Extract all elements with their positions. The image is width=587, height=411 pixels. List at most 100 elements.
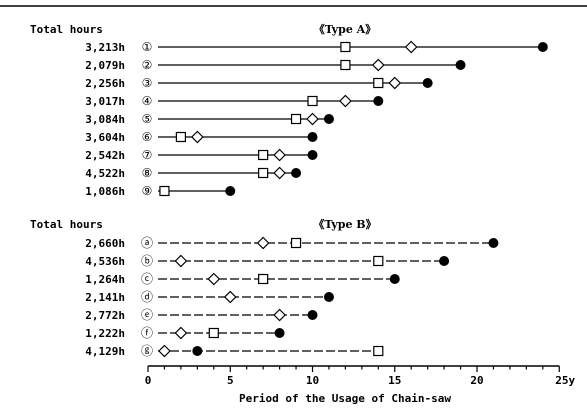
data-row: 3,213h ① <box>85 40 548 54</box>
x-tick-label: 5 <box>227 374 234 387</box>
square-marker <box>159 185 170 197</box>
square-marker <box>290 237 302 249</box>
data-row: 2,772h ⓔ <box>85 308 318 322</box>
filled-circle-marker <box>488 238 499 248</box>
square-marker <box>340 59 351 71</box>
group-title: 《Type B》 <box>313 218 376 231</box>
diamond-marker <box>339 94 352 108</box>
row-id: ① <box>142 40 153 54</box>
row-id: ⓐ <box>141 236 153 250</box>
row-hours: 2,660h <box>85 237 125 250</box>
square-marker <box>307 95 318 107</box>
row-id: ⑧ <box>142 166 153 180</box>
row-hours: 3,604h <box>85 131 125 144</box>
square-marker <box>175 131 186 143</box>
row-hours: 2,772h <box>85 309 125 322</box>
total-hours-header: Total hours <box>30 23 103 36</box>
total-hours-header: Total hours <box>30 218 103 231</box>
square-marker <box>290 113 302 125</box>
row-hours: 1,264h <box>85 273 125 286</box>
diamond-marker <box>207 272 221 286</box>
diamond-marker <box>158 344 171 358</box>
chart-groups: Total hours 《Type A》 3,213h ① 2,079h ② 2,256h ③… <box>30 23 548 358</box>
x-axis: 0 5 10 15 20 25y <box>145 365 575 387</box>
diamond-marker <box>174 254 188 268</box>
filled-circle-marker <box>274 328 285 338</box>
row-id: ⓕ <box>141 326 153 340</box>
data-row: 1,222h ⓕ <box>85 326 285 340</box>
data-row: 2,542h ⑦ <box>85 148 318 162</box>
diamond-marker <box>223 290 237 304</box>
data-row: 2,256h ③ <box>85 76 433 90</box>
row-hours: 2,542h <box>85 149 125 162</box>
row-id: ⓔ <box>141 308 153 322</box>
row-id: ⓖ <box>141 344 153 358</box>
square-marker <box>373 345 384 357</box>
row-id: ⑤ <box>142 112 153 126</box>
row-hours: 1,086h <box>85 185 125 198</box>
filled-circle-marker <box>323 114 334 124</box>
x-axis-label: Period of the Usage of Chain-saw <box>239 392 451 405</box>
row-hours: 2,141h <box>85 291 125 304</box>
row-hours: 3,213h <box>85 41 125 54</box>
row-hours: 3,084h <box>85 113 125 126</box>
x-tick-label: 0 <box>145 374 152 387</box>
filled-circle-marker <box>439 256 450 266</box>
square-marker <box>340 41 351 53</box>
filled-circle-marker <box>291 168 302 178</box>
diamond-marker <box>371 58 385 72</box>
x-tick-label: 25y <box>555 374 575 387</box>
square-marker <box>258 167 269 179</box>
row-hours: 1,222h <box>85 327 125 340</box>
filled-circle-marker <box>307 150 318 160</box>
data-row: 4,129h ⓖ <box>85 344 384 358</box>
data-row: 2,079h ② <box>85 58 466 72</box>
row-id: ② <box>142 58 153 72</box>
filled-circle-marker <box>373 96 384 106</box>
square-marker <box>208 327 219 339</box>
filled-circle-marker <box>537 42 548 52</box>
diamond-marker <box>404 40 418 54</box>
row-id: ⓒ <box>141 272 153 286</box>
diamond-marker <box>388 76 402 90</box>
row-id: ③ <box>142 76 153 90</box>
row-hours: 4,536h <box>85 255 125 268</box>
square-marker <box>258 273 269 285</box>
filled-circle-marker <box>307 132 318 142</box>
data-row: 3,017h ④ <box>85 94 384 108</box>
data-row: 3,604h ⑥ <box>85 130 318 144</box>
row-id: ④ <box>142 94 153 108</box>
row-hours: 2,256h <box>85 77 125 90</box>
diamond-marker <box>273 308 286 322</box>
data-row: 2,660h ⓐ <box>85 236 499 250</box>
x-tick-label: 15 <box>388 374 401 387</box>
data-row: 1,086h ⑨ <box>85 184 236 198</box>
filled-circle-marker <box>192 346 203 356</box>
row-id: ⑦ <box>142 148 153 162</box>
data-row: 3,084h ⑤ <box>85 112 334 126</box>
filled-circle-marker <box>389 274 400 284</box>
diamond-marker <box>273 148 286 162</box>
square-marker <box>373 255 384 267</box>
filled-circle-marker <box>455 60 466 70</box>
square-marker <box>258 149 269 161</box>
data-row: 4,536h ⓑ <box>85 254 450 268</box>
diamond-marker <box>306 112 319 126</box>
data-row: 2,141h ⓓ <box>85 290 334 304</box>
filled-circle-marker <box>422 78 433 88</box>
x-tick-label: 20 <box>470 374 483 387</box>
diamond-marker <box>273 166 286 180</box>
diamond-marker <box>174 326 188 340</box>
filled-circle-marker <box>225 186 236 196</box>
data-row: 1,264h ⓒ <box>85 272 400 286</box>
x-tick-label: 10 <box>306 374 319 387</box>
diamond-marker <box>256 236 270 250</box>
group-type-b: Total hours 《Type B》 2,660h ⓐ 4,536h ⓑ 1,264h ⓒ… <box>30 218 499 358</box>
filled-circle-marker <box>307 310 318 320</box>
diamond-marker <box>191 130 204 144</box>
row-id: ⓑ <box>141 254 153 268</box>
row-id: ⑨ <box>142 184 153 198</box>
group-type-a: Total hours 《Type A》 3,213h ① 2,079h ② 2,256h ③… <box>30 23 548 198</box>
square-marker <box>373 77 384 89</box>
